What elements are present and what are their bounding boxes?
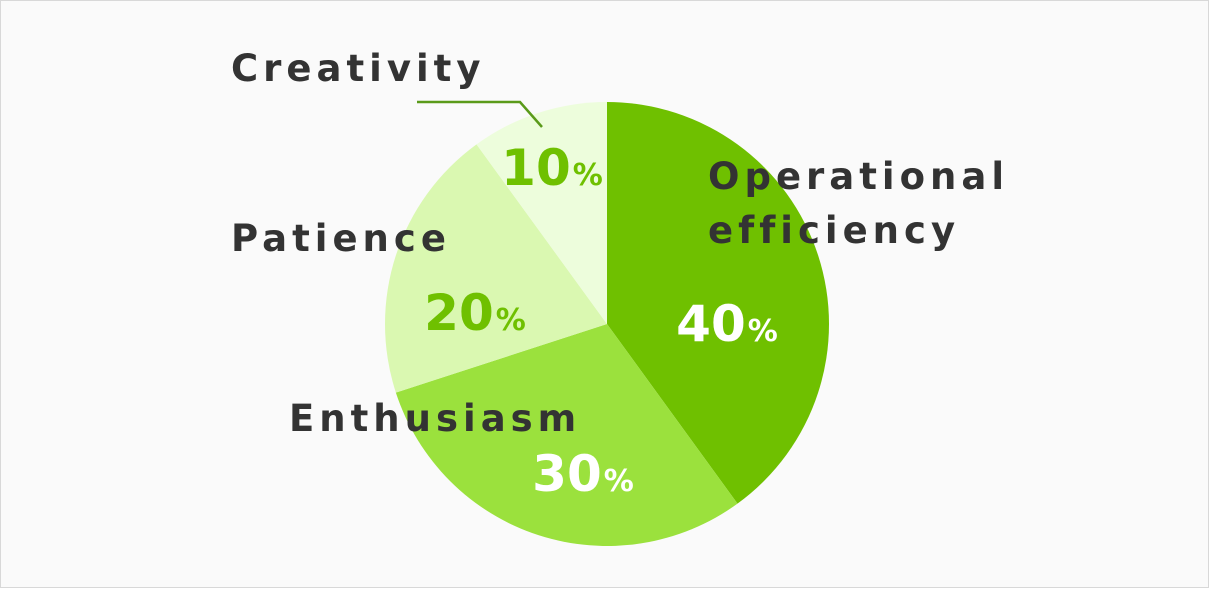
slice-value-patience: 20% bbox=[424, 284, 526, 342]
slice-value-operational-efficiency: 40% bbox=[676, 295, 778, 353]
slice-label-operational-efficiency-line-1: Operational bbox=[708, 155, 1009, 198]
slice-value-enthusiasm: 30% bbox=[532, 445, 634, 503]
slice-label-creativity: Creativity bbox=[231, 47, 485, 90]
pie-slice-creativity bbox=[476, 102, 607, 324]
slice-value-unit: % bbox=[748, 314, 778, 349]
slice-value-unit: % bbox=[573, 158, 603, 193]
pie-slice-patience bbox=[385, 144, 607, 393]
slice-value-creativity: 10% bbox=[501, 139, 603, 197]
slice-value-unit: % bbox=[604, 464, 634, 499]
slice-label-patience: Patience bbox=[231, 217, 451, 260]
slice-label-enthusiasm: Enthusiasm bbox=[289, 397, 581, 440]
pie-slice-operational-efficiency bbox=[607, 102, 829, 504]
slice-label-operational-efficiency-line-2: efficiency bbox=[708, 209, 960, 252]
leader-line-creativity bbox=[417, 100, 543, 128]
slice-value-unit: % bbox=[496, 303, 526, 338]
slice-value-number: 10 bbox=[501, 139, 571, 197]
slice-value-number: 20 bbox=[424, 284, 494, 342]
slice-value-number: 30 bbox=[532, 445, 602, 503]
pie-slice-enthusiasm bbox=[395, 324, 738, 546]
slice-value-number: 40 bbox=[676, 295, 746, 353]
